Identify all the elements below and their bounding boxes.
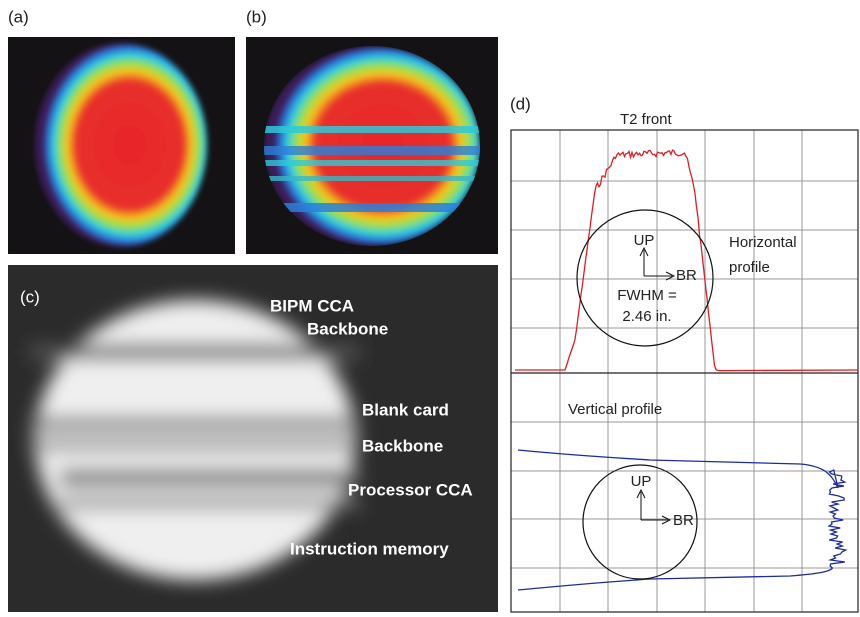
br-label: BR xyxy=(676,267,697,284)
profile-label: Horizontal xyxy=(729,234,797,251)
annotation: Backbone xyxy=(362,436,443,455)
beam-spot xyxy=(35,43,207,247)
annotation: Instruction memory xyxy=(290,539,449,558)
panel-label: (a) xyxy=(8,7,29,26)
annotation: Blank card xyxy=(362,400,449,419)
panel-label: (d) xyxy=(510,94,531,113)
panel-label: (c) xyxy=(20,287,40,306)
annotation: Backbone xyxy=(307,319,388,338)
plot-title: T2 front xyxy=(620,111,673,128)
fwhm-value: 2.46 in. xyxy=(622,308,671,325)
annotation: BIPM CCA xyxy=(270,296,354,315)
annotation: Processor CCA xyxy=(348,480,473,499)
plot-frame xyxy=(511,130,858,612)
profile-label: profile xyxy=(729,259,770,276)
profile-label: Vertical profile xyxy=(568,401,662,418)
br-label: BR xyxy=(673,512,694,529)
up-label: UP xyxy=(631,473,652,490)
figure: (a) (b) (c) BIPM CCA Backbone Blank card Ba… xyxy=(0,0,860,617)
fwhm-label: FWHM = xyxy=(617,287,677,304)
panel-label: (b) xyxy=(246,7,267,26)
up-label: UP xyxy=(634,232,655,249)
horizontal-profile-curve xyxy=(515,150,858,371)
grid xyxy=(511,130,858,612)
